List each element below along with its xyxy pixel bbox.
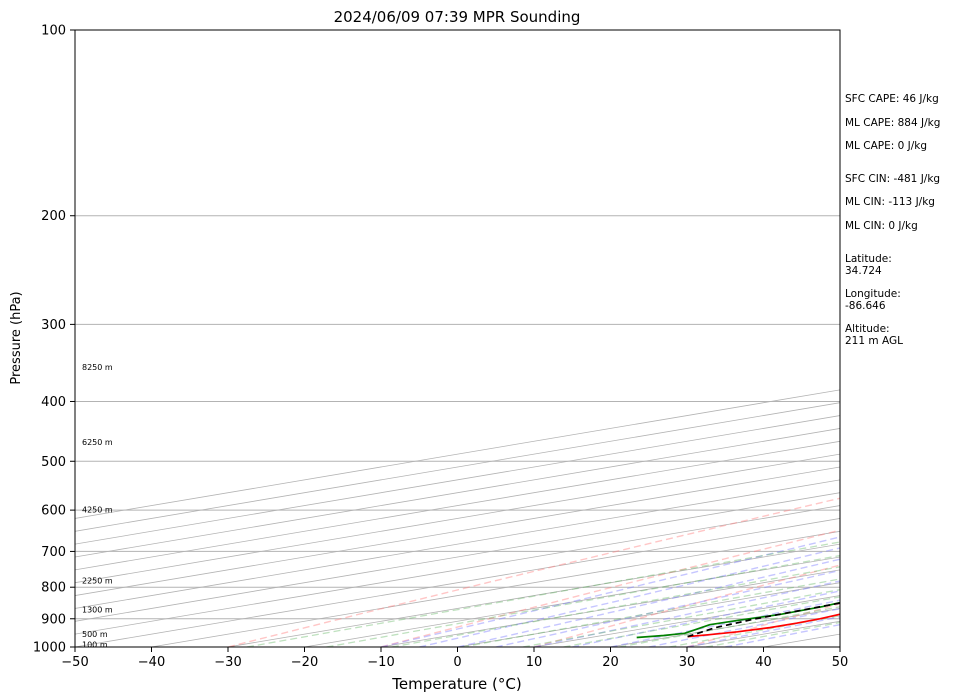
x-tick-label: 20 bbox=[602, 655, 619, 670]
isotherm-line bbox=[75, 402, 840, 532]
y-tick-label: 1000 bbox=[33, 641, 66, 656]
parcel-trace bbox=[687, 602, 840, 638]
x-tick-label: 0 bbox=[453, 655, 461, 670]
longitude-label: Longitude: bbox=[845, 288, 901, 300]
height-label: 100 m bbox=[82, 640, 108, 649]
plot-frame bbox=[74, 29, 841, 648]
x-tick-label: −20 bbox=[291, 655, 318, 670]
ml-cin-text: ML CIN: -113 J/kg bbox=[845, 196, 935, 208]
isotherm-line bbox=[75, 492, 840, 622]
y-tick-label: 600 bbox=[41, 504, 66, 519]
isotherm-line bbox=[75, 453, 840, 584]
y-tick-label: 800 bbox=[41, 581, 66, 596]
stats-panel: SFC CAPE: 46 J/kg ML CAPE: 884 J/kg ML C… bbox=[845, 93, 940, 347]
longitude-value: -86.646 bbox=[845, 300, 886, 312]
ml-cin-text-2: ML CIN: 0 J/kg bbox=[845, 220, 918, 232]
sfc-cin-text: SFC CIN: -481 J/kg bbox=[845, 173, 940, 185]
dry-adiabat-line bbox=[533, 564, 840, 647]
height-label: 1300 m bbox=[82, 606, 113, 615]
y-axis-title: Pressure (hPa) bbox=[9, 291, 24, 384]
sfc-cape-text: SFC CAPE: 46 J/kg bbox=[845, 93, 939, 105]
ml-cape-text-2: ML CAPE: 0 J/kg bbox=[845, 140, 927, 152]
moist-adiabat-line bbox=[572, 590, 840, 647]
isotherm-line bbox=[75, 505, 840, 635]
mixing-ratio-line bbox=[246, 541, 840, 647]
ml-cape-text: ML CAPE: 884 J/kg bbox=[845, 117, 940, 129]
dry-adiabat-line bbox=[227, 497, 840, 647]
height-label: 2250 m bbox=[82, 576, 113, 585]
altitude-label: Altitude: bbox=[845, 323, 890, 335]
height-label: 8250 m bbox=[82, 363, 113, 372]
mixing-ratio-line bbox=[391, 566, 840, 647]
isotherm-line bbox=[75, 389, 840, 519]
mixing-ratio-line bbox=[563, 596, 840, 647]
isotherm-line bbox=[75, 428, 840, 558]
y-tick-label: 200 bbox=[41, 209, 66, 224]
moist-adiabat-line bbox=[380, 536, 840, 647]
x-tick-label: 40 bbox=[755, 655, 772, 670]
mixing-ratio-line bbox=[705, 621, 840, 647]
y-tick-label: 500 bbox=[41, 455, 66, 470]
isotherm-line bbox=[75, 518, 840, 647]
y-tick-label: 300 bbox=[41, 318, 66, 333]
chart-title: 2024/06/09 07:39 MPR Sounding bbox=[334, 8, 581, 26]
mixing-ratio-line bbox=[326, 554, 840, 647]
x-tick-label: 10 bbox=[526, 655, 543, 670]
x-tick-label: 50 bbox=[832, 655, 849, 670]
y-tick-label: 100 bbox=[41, 24, 66, 39]
isotherm-line bbox=[75, 440, 840, 571]
background-lines bbox=[75, 30, 840, 647]
x-tick-label: −40 bbox=[138, 655, 165, 670]
sounding-traces bbox=[636, 601, 840, 639]
axis-ticks: −50 −40 −30 −20 −10 0 10 20 30 40 50 100 200 300 400 50… bbox=[33, 24, 848, 671]
mixing-ratio-line bbox=[669, 615, 840, 647]
isotherm-line bbox=[75, 466, 840, 596]
height-label: 6250 m bbox=[82, 438, 113, 447]
y-tick-label: 700 bbox=[41, 545, 66, 560]
y-tick-label: 400 bbox=[41, 395, 66, 410]
height-label: 4250 m bbox=[82, 506, 113, 515]
x-axis-title: Temperature (°C) bbox=[391, 675, 521, 693]
moist-adiabat-line bbox=[419, 547, 840, 647]
mixing-ratio-line bbox=[462, 578, 840, 647]
x-tick-label: −50 bbox=[61, 655, 88, 670]
latitude-value: 34.724 bbox=[845, 265, 882, 277]
altitude-value: 211 m AGL bbox=[845, 335, 903, 347]
isotherm-line bbox=[75, 415, 840, 545]
height-label: 500 m bbox=[82, 630, 108, 639]
mixing-ratio-line bbox=[522, 589, 840, 647]
x-tick-label: −30 bbox=[214, 655, 241, 670]
temperature-trace bbox=[687, 613, 840, 638]
x-tick-label: 30 bbox=[679, 655, 696, 670]
mixing-ratio-line bbox=[619, 606, 840, 647]
moist-adiabat-line bbox=[495, 569, 840, 647]
x-tick-label: −10 bbox=[367, 655, 394, 670]
isotherm-line bbox=[151, 530, 840, 647]
y-tick-label: 900 bbox=[41, 612, 66, 627]
isotherm-line bbox=[75, 479, 840, 609]
latitude-label: Latitude: bbox=[845, 253, 892, 265]
